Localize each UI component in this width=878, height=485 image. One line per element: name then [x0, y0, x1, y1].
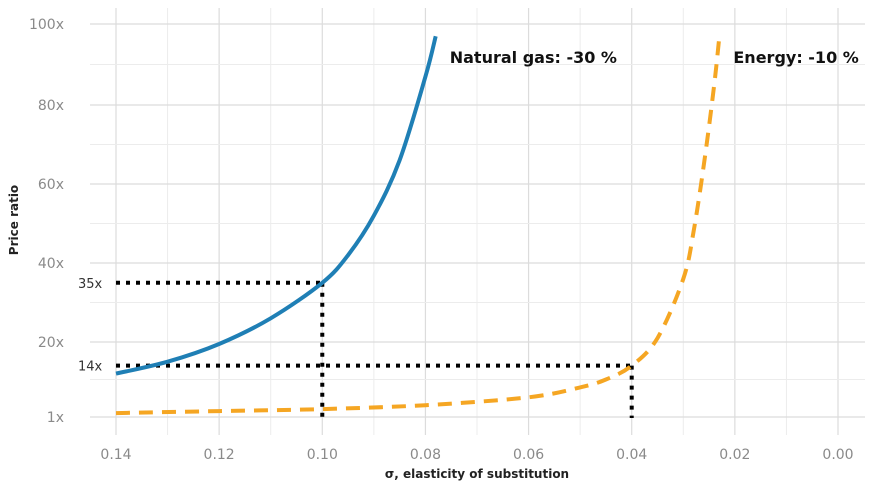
labels-group: 0.14 0.12 0.10 0.08 0.06 0.04 0.02 0.00 1x 20x 40x…	[7, 17, 859, 481]
grid	[90, 8, 865, 435]
reference-lines	[116, 280, 634, 418]
y-tick-label: 20x	[38, 335, 64, 351]
x-axis-title: σ, elasticity of substitution	[385, 467, 569, 481]
y-axis-title: Price ratio	[7, 185, 21, 255]
x-tick-label: 0.10	[307, 447, 338, 463]
series-group	[115, 35, 722, 416]
x-tick-label: 0.08	[410, 447, 441, 463]
reference-label: 35x	[78, 277, 103, 292]
reference-label: 14x	[78, 360, 103, 375]
y-tick-label: 1x	[47, 410, 64, 426]
x-tick-label: 0.06	[513, 447, 544, 463]
x-tick-label: 0.02	[719, 447, 750, 463]
series-line	[115, 35, 438, 376]
y-tick-label: 80x	[38, 98, 64, 114]
x-tick-label: 0.00	[822, 447, 853, 463]
series-line	[115, 35, 722, 416]
y-tick-label: 40x	[38, 256, 64, 272]
series-label: Natural gas: -30 %	[450, 48, 617, 67]
x-tick-label: 0.04	[616, 447, 647, 463]
x-tick-label: 0.14	[100, 447, 131, 463]
x-tick-label: 0.12	[204, 447, 235, 463]
y-tick-label: 60x	[38, 177, 64, 193]
y-tick-label: 100x	[29, 17, 64, 33]
series-label: Energy: -10 %	[733, 48, 858, 67]
